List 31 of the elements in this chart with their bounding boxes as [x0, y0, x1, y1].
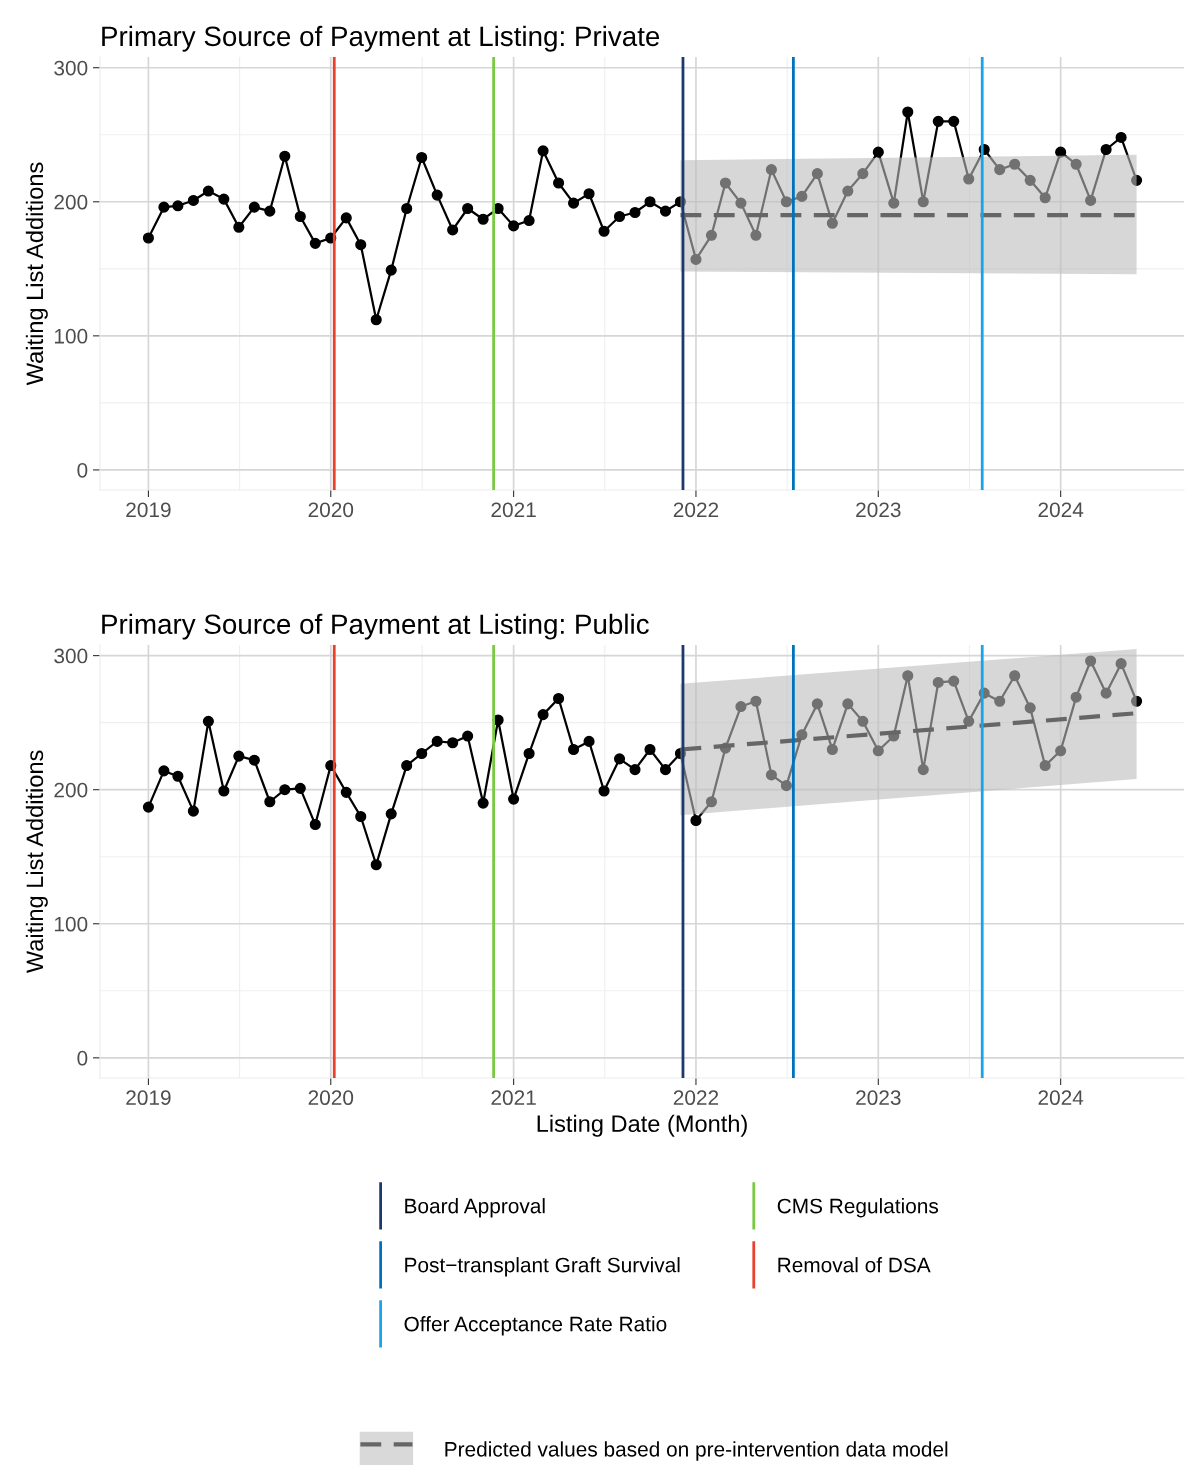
y-tick-label: 0 — [77, 462, 88, 478]
x-tick-label: 2020 — [308, 502, 354, 518]
chart-title: Primary Source of Payment at Listing: Private — [102, 25, 660, 52]
y-tick-label: 100 — [54, 328, 88, 344]
x-tick-label: 2022 — [673, 502, 719, 518]
y-tick-label: 200 — [54, 782, 88, 798]
x-tick-label: 2020 — [308, 1090, 354, 1106]
legend-label: Offer Acceptance Rate Ratio — [404, 1316, 667, 1336]
y-axis-title: Waiting List Additions — [25, 750, 48, 974]
x-tick-label: 2024 — [1038, 1090, 1084, 1106]
y-tick-label: 200 — [54, 194, 88, 210]
x-tick-label: 2022 — [673, 1090, 719, 1106]
chart-title: Primary Source of Payment at Listing: Public — [102, 613, 649, 640]
legend-label: Post−transplant Graft Survival — [405, 1257, 680, 1277]
x-tick-label: 2023 — [856, 1090, 901, 1106]
y-tick-label: 0 — [77, 1050, 88, 1066]
x-tick-label: 2021 — [491, 502, 536, 518]
x-tick-label: 2019 — [126, 1090, 171, 1106]
y-tick-label: 300 — [54, 60, 88, 76]
x-tick-label: 2024 — [1038, 502, 1084, 518]
legend-label: Removal of DSA — [778, 1257, 931, 1273]
x-tick-label: 2021 — [491, 1090, 536, 1106]
y-axis-title: Waiting List Additions — [25, 162, 48, 386]
y-tick-label: 100 — [54, 916, 88, 932]
x-axis-title: Listing Date (Month) — [537, 1114, 747, 1137]
legend-label: Predicted values based on pre-intervention data model — [445, 1441, 948, 1461]
x-tick-label: 2023 — [856, 502, 901, 518]
x-tick-label: 2019 — [126, 502, 171, 518]
legend-label: Board Approval — [405, 1198, 545, 1218]
legend-label: CMS Regulations — [777, 1198, 939, 1218]
y-tick-label: 300 — [54, 648, 88, 664]
